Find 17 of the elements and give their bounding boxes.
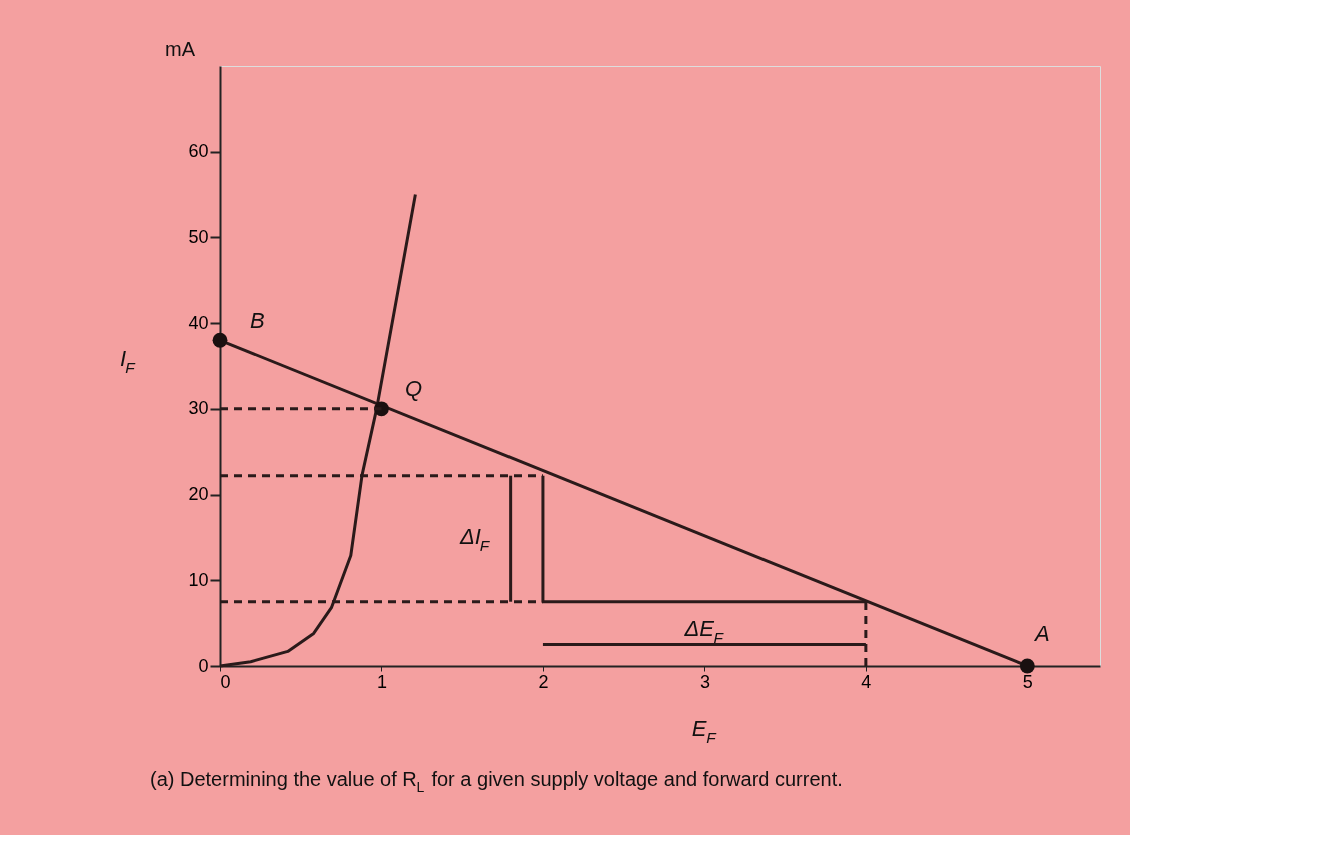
annotation: Q [405, 376, 423, 401]
y-tick-label: 0 [198, 655, 209, 676]
annotation: A [1033, 621, 1050, 646]
y-tick-label: 20 [188, 484, 209, 505]
x-tick-label: 0 [220, 671, 231, 692]
x-tick-label: 3 [699, 671, 710, 692]
x-tick-label: 1 [376, 671, 387, 692]
y-tick-label: 10 [188, 569, 209, 590]
y-tick-label: 40 [188, 312, 209, 333]
x-tick-label: 2 [538, 671, 549, 692]
y-tick-label: 30 [188, 398, 209, 419]
x-tick-label: 5 [1022, 671, 1033, 692]
annotation: B [250, 308, 265, 333]
text: mA [165, 38, 196, 60]
y-tick-label: 60 [188, 141, 209, 162]
y-tick-label: 50 [188, 226, 209, 247]
x-tick-label: 4 [861, 671, 872, 692]
